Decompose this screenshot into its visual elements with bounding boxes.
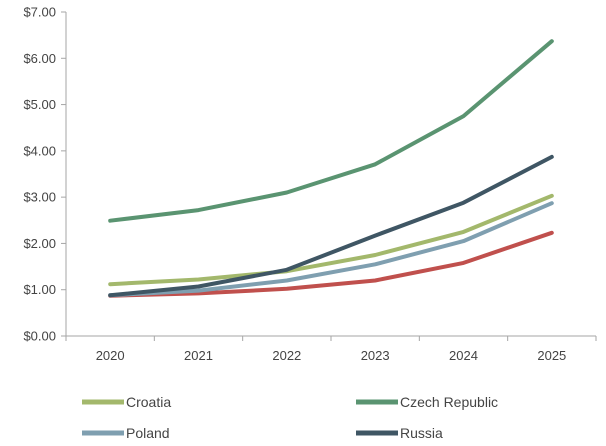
x-axis: 2020 2021 2022 2023 2024 2025 bbox=[65, 335, 597, 363]
legend-item-poland: Poland bbox=[82, 425, 170, 441]
series-line-russia bbox=[108, 154, 554, 298]
legend-label: Poland bbox=[126, 425, 170, 441]
x-tick-label: 2022 bbox=[272, 348, 301, 363]
y-tick-label: $7.00 bbox=[23, 5, 56, 20]
y-tick-label: $0.00 bbox=[23, 329, 56, 344]
legend-label: Croatia bbox=[126, 394, 171, 410]
y-tick-label: $2.00 bbox=[23, 236, 56, 251]
legend-item-croatia: Croatia bbox=[82, 394, 171, 410]
y-tick-label: $3.00 bbox=[23, 190, 56, 205]
y-tick-label: $5.00 bbox=[23, 97, 56, 112]
legend-label: Russia bbox=[400, 425, 443, 441]
x-tick-label: 2023 bbox=[361, 348, 390, 363]
y-tick-label: $4.00 bbox=[23, 143, 56, 158]
y-tick-label: $1.00 bbox=[23, 282, 56, 297]
legend-item-czech-republic: Czech Republic bbox=[356, 394, 498, 410]
legend-label: Czech Republic bbox=[400, 394, 498, 410]
x-tick-label: 2024 bbox=[449, 348, 478, 363]
y-tick-label: $6.00 bbox=[23, 51, 56, 66]
x-tick-label: 2021 bbox=[184, 348, 213, 363]
y-axis: $0.00 $1.00 $2.00 $3.00 $4.00 $5.00 $6.00 $7.00 bbox=[23, 5, 67, 344]
x-tick-label: 2020 bbox=[96, 348, 125, 363]
legend-item-russia: Russia bbox=[356, 425, 443, 441]
series-lines bbox=[108, 39, 554, 298]
legend: Croatia Czech Republic Poland Russia bbox=[82, 394, 498, 441]
x-tick-label: 2025 bbox=[537, 348, 566, 363]
series-line-czech-republic bbox=[108, 39, 554, 223]
series-line-poland bbox=[108, 201, 554, 298]
series-line-unlabeled bbox=[108, 230, 554, 298]
series-line-croatia bbox=[108, 193, 554, 287]
